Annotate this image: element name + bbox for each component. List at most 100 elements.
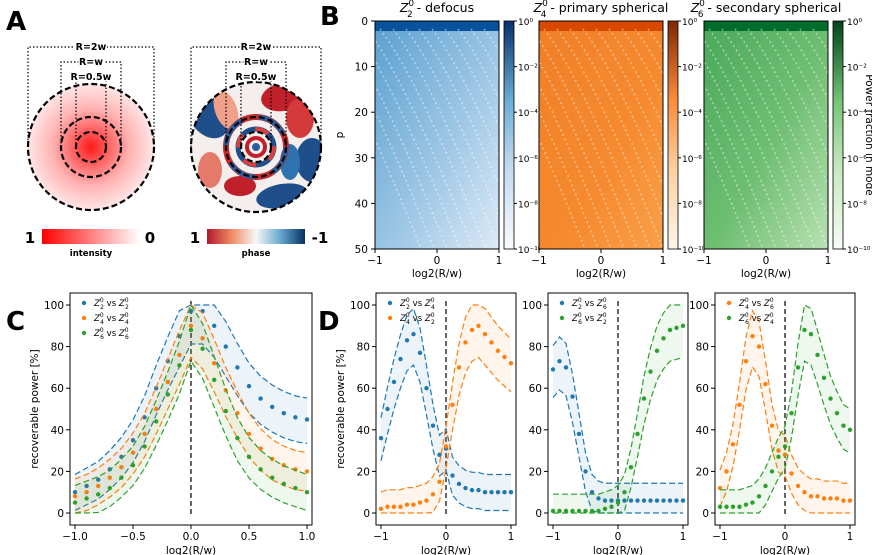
data-point <box>596 508 601 514</box>
heatmap-streak <box>704 109 764 249</box>
data-point <box>763 483 768 489</box>
data-point <box>281 481 286 487</box>
colorbar-tick-label: 10⁻⁸ <box>682 200 702 210</box>
data-point <box>724 504 729 509</box>
y-tick-label: 80 <box>529 342 542 354</box>
heatmap-image <box>704 21 828 249</box>
data-point <box>424 386 429 391</box>
panel-b-heatmaps: Z0 2 - defocus −1 0 1 log2(R/w) 10⁰ 10⁻² 10⁻⁴ 10⁻… <box>334 0 872 280</box>
x-axis-label: log2(R/w) <box>741 268 791 280</box>
heatmap-streak <box>734 28 828 219</box>
data-point <box>378 435 384 441</box>
label-r-w-phase: R=w <box>244 57 268 68</box>
y-tick-label: 100 <box>522 300 542 312</box>
uncertainty-band <box>553 305 683 513</box>
data-point <box>411 331 416 337</box>
x-tick-label: 0 <box>598 255 605 267</box>
colorbar-tick-label: 10⁻² <box>518 64 538 74</box>
data-point <box>417 350 423 356</box>
colorbar <box>503 20 515 250</box>
legend-label: Z0 6 vs Z0 6 <box>93 327 129 341</box>
data-point <box>378 506 384 512</box>
data-point <box>430 492 436 497</box>
colorbar-tick-label: 10⁻⁶ <box>847 155 867 165</box>
x-tick-label: 1 <box>847 531 854 543</box>
data-point <box>730 442 736 447</box>
data-point <box>834 496 840 501</box>
legend: Z0 2 vs Z0 6Z0 6 vs Z0 2 <box>559 297 607 326</box>
series-2 <box>550 304 686 514</box>
data-point <box>456 481 462 487</box>
data-point <box>828 496 833 501</box>
data-point <box>177 352 182 358</box>
y-tick-label: 40 <box>51 425 64 437</box>
data-point <box>821 375 827 380</box>
x-tick-label: −0.5 <box>120 531 146 543</box>
data-point <box>223 408 228 414</box>
series-1 <box>550 336 686 514</box>
data-point <box>84 490 89 495</box>
x-tick-label: −1.0 <box>62 531 88 543</box>
data-point <box>281 410 286 416</box>
x-tick-label: 1 <box>508 531 515 543</box>
data-point <box>482 331 488 337</box>
heatmap-streaks <box>375 28 499 249</box>
x-tick-label: 1.0 <box>299 531 316 543</box>
data-point <box>469 487 475 493</box>
data-point <box>258 396 263 401</box>
heatmap-streak <box>539 38 638 249</box>
radius-brackets-intensity <box>27 46 155 147</box>
phase-cbar-high: -1 <box>312 229 329 247</box>
lower-bound-line <box>75 359 308 514</box>
x-tick-label: 0 <box>434 255 441 267</box>
data-point <box>142 431 147 437</box>
upper-bound-line <box>380 307 511 476</box>
heatmap-streak <box>760 28 828 158</box>
data-point <box>654 348 660 353</box>
phase-colorbar: 1 -1 phase <box>190 229 329 259</box>
heatmap-title: Z0 2 - defocus <box>399 0 474 20</box>
y-tick-label: 0 <box>361 16 368 28</box>
data-point <box>107 475 113 480</box>
data-point <box>717 485 723 491</box>
data-point <box>130 450 136 455</box>
heatmap-streak <box>375 59 461 249</box>
legend-label: Z0 2 vs Z0 4 <box>399 297 435 311</box>
uncertainty-band <box>75 305 307 513</box>
panel-letter-b: B <box>320 2 340 32</box>
y-tick-label: 100 <box>350 300 370 312</box>
heatmap-y-axis: 0 10 20 30 40 50 p <box>334 16 375 256</box>
colorbar-tick-label: 10⁻⁸ <box>518 200 538 210</box>
uncertainty-band <box>75 305 307 511</box>
lower-bound-line <box>74 343 308 512</box>
data-point <box>622 490 627 495</box>
data-point <box>304 469 310 474</box>
data-point <box>404 338 410 343</box>
y-tick-label: 0 <box>363 508 370 520</box>
data-point <box>815 494 820 499</box>
legend-label: Z0 4 vs Z0 6 <box>738 297 774 311</box>
data-point <box>495 490 501 495</box>
data-point <box>200 336 205 341</box>
data-point <box>808 331 814 337</box>
y-tick-label: 20 <box>355 107 368 119</box>
data-point <box>200 346 205 351</box>
data-point <box>502 354 507 360</box>
upper-bound-line <box>720 304 851 491</box>
y-axis-label: recoverable power [%] <box>29 349 41 469</box>
x-tick-label: −1 <box>367 255 382 267</box>
x-axis-label: log2(R/w) <box>760 545 810 555</box>
data-point <box>756 344 762 349</box>
data-point <box>635 498 640 503</box>
data-point <box>661 498 666 503</box>
data-point <box>463 485 468 491</box>
heatmap-streak <box>418 28 499 188</box>
data-point <box>437 479 442 484</box>
heatmap-streak <box>773 28 828 129</box>
data-point <box>602 506 608 512</box>
data-point <box>730 504 736 509</box>
data-point <box>808 494 814 499</box>
data-point <box>628 498 634 503</box>
data-point <box>847 427 853 432</box>
